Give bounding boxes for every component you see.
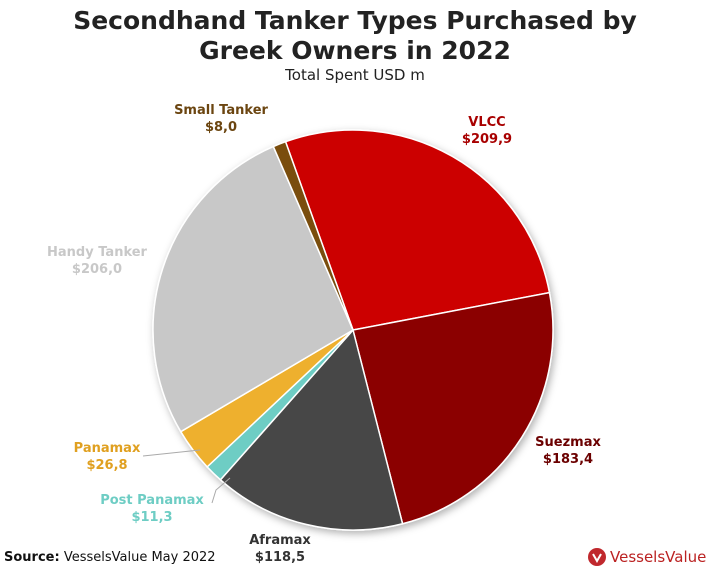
chart-subtitle: Total Spent USD m	[285, 66, 425, 84]
pie	[152, 129, 554, 531]
logo-text: VesselsValue	[610, 548, 707, 566]
pie-slice	[219, 328, 404, 531]
logo-icon	[588, 548, 606, 566]
value-label: $26,8	[86, 458, 127, 473]
category-label: Panamax	[74, 441, 141, 456]
category-label: VLCC	[468, 115, 505, 130]
pie-slice	[152, 145, 354, 433]
leader-line	[142, 449, 201, 457]
category-label: Small Tanker	[174, 103, 268, 118]
pie-slice	[284, 129, 551, 331]
value-label: $209,9	[462, 132, 512, 147]
category-label: Post Panamax	[100, 493, 204, 508]
logo: VesselsValue	[588, 548, 706, 566]
source-text: VesselsValue May 2022	[63, 550, 216, 565]
category-label: Aframax	[249, 533, 311, 548]
value-label: $118,5	[255, 550, 305, 565]
source-label: Source:	[4, 550, 60, 565]
leader-line	[211, 477, 231, 504]
value-label: $8,0	[205, 120, 237, 135]
value-label: $183,4	[543, 452, 593, 467]
chart-title: Secondhand Tanker Types Purchased by Gre…	[73, 6, 637, 65]
category-label: Suezmax	[535, 435, 601, 450]
pie-slice	[272, 140, 354, 331]
pie-slice	[352, 291, 554, 525]
source: Source: VesselsValue May 2022	[4, 550, 216, 565]
category-label: Handy Tanker	[47, 245, 148, 260]
value-label: $11,3	[131, 510, 172, 525]
value-label: $206,0	[72, 262, 122, 277]
